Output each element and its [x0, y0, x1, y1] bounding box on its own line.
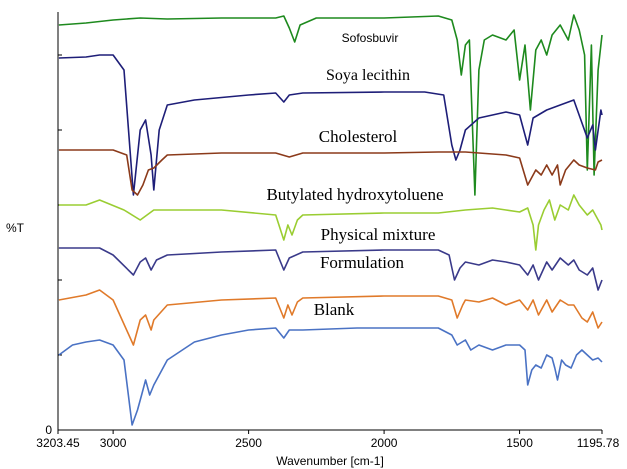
x-tick-label: 3000: [100, 436, 127, 450]
series-label-butylated-hydroxytoluene: Butylated hydroxytoluene: [266, 185, 443, 204]
series-line-physical-mixture: [58, 247, 603, 291]
y-tick-marks: 0: [45, 54, 62, 437]
x-ticks: 3203.45 3000 2500 2000 1500 1195.78: [36, 430, 620, 450]
series-line-blank: [58, 327, 603, 426]
series-line-soya-lecithin: [58, 54, 603, 196]
y-axis-label: %T: [6, 221, 25, 235]
x-axis-label: Wavenumber [cm-1]: [276, 454, 384, 468]
series-line-butylated-hydroxytoluene: [58, 194, 603, 251]
series-lines: [58, 14, 603, 426]
series-label-physical-mixture: Physical mixture: [321, 225, 436, 244]
series-line-formulation: [58, 289, 603, 346]
x-tick-label: 2000: [371, 436, 398, 450]
series-label-soya-lecithin: Soya lecithin: [326, 67, 410, 84]
series-labels: Sofosbuvir Soya lecithin Cholesterol Butyla…: [266, 31, 443, 319]
x-tick-label: 1195.78: [577, 436, 620, 450]
y-tick-label: 0: [45, 423, 52, 437]
series-label-sofosbuvir: Sofosbuvir: [342, 31, 399, 45]
x-tick-label: 2500: [235, 436, 262, 450]
series-label-cholesterol: Cholesterol: [319, 127, 398, 146]
x-tick-label: 3203.45: [36, 436, 80, 450]
series-label-blank: Blank: [314, 300, 355, 319]
series-line-sofosbuvir: [58, 14, 603, 196]
x-tick-label: 1500: [506, 436, 533, 450]
series-label-formulation: Formulation: [320, 253, 405, 272]
series-line-cholesterol: [58, 149, 603, 196]
